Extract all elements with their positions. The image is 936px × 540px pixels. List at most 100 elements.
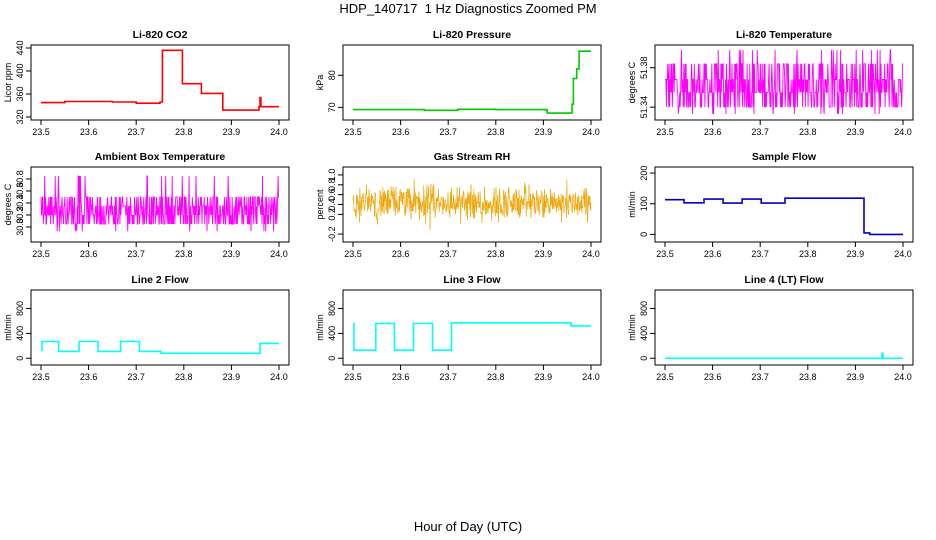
x-tick-label: 23.9	[223, 372, 241, 382]
x-tick-label: 23.5	[344, 372, 362, 382]
y-tick-label: 0	[639, 232, 649, 237]
x-tick-label: 23.6	[704, 127, 722, 137]
y-tick-label: 400	[15, 326, 25, 341]
x-tick-label: 23.6	[704, 372, 722, 382]
x-tick-label: 23.5	[344, 249, 362, 259]
x-tick-label: 23.8	[175, 249, 193, 259]
x-tick-label: 23.7	[439, 372, 457, 382]
x-tick-label: 23.6	[80, 249, 98, 259]
x-tick-label: 23.9	[847, 249, 865, 259]
plot-frame	[342, 44, 602, 121]
y-tick-label: 51.38	[639, 56, 649, 79]
data-series	[353, 50, 591, 114]
y-tick-label: 0.8	[327, 179, 337, 192]
y-axis-label: degrees C	[3, 183, 13, 225]
y-tick-label: -0.2	[327, 226, 337, 242]
data-series	[41, 340, 279, 355]
x-tick-label: 23.9	[535, 127, 553, 137]
x-tick-label: 23.8	[487, 127, 505, 137]
plot-frame	[30, 289, 290, 366]
data-series	[40, 175, 279, 232]
panel-title: Li-820 Temperature	[736, 29, 832, 41]
x-tick-label: 23.8	[799, 372, 817, 382]
x-tick-label: 23.5	[344, 127, 362, 137]
x-tick-label: 24.0	[270, 127, 288, 137]
y-tick-label: 440	[15, 40, 25, 55]
plot-frame	[342, 289, 602, 366]
y-tick-label: 200	[639, 166, 649, 181]
y-tick-label: 30.8	[15, 170, 25, 188]
data-series	[353, 322, 591, 351]
x-tick-label: 23.5	[32, 127, 50, 137]
y-tick-label: 51.34	[639, 96, 649, 119]
x-tick-label: 24.0	[270, 249, 288, 259]
x-tick-label: 23.9	[223, 249, 241, 259]
y-tick-label: 320	[15, 109, 25, 124]
plot-frame	[654, 166, 914, 243]
data-series	[665, 352, 903, 360]
y-tick-label: 80	[327, 70, 337, 80]
x-tick-label: 23.6	[80, 372, 98, 382]
plot-frame	[654, 289, 914, 366]
y-tick-label: 1.0	[327, 169, 337, 182]
panel-title: Gas Stream RH	[434, 151, 510, 163]
panel-title: Sample Flow	[752, 151, 817, 163]
plot-frame	[654, 44, 914, 121]
x-tick-label: 24.0	[582, 127, 600, 137]
panel-title: Line 3 Flow	[443, 274, 501, 286]
x-tick-label: 23.8	[799, 249, 817, 259]
x-tick-label: 23.6	[392, 249, 410, 259]
panel-5: Gas Stream RH percent 23.5 23.6 23.7 23.8 23.9…	[315, 151, 602, 259]
x-tick-label: 23.8	[175, 127, 193, 137]
figure-title: HDP_140717 1 Hz Diagnostics Zoomed PM	[339, 1, 597, 16]
x-tick-label: 23.6	[704, 249, 722, 259]
panel-1: Li-820 CO2 Licor ppm 23.5 23.6 23.7 23.8 23.9 2…	[3, 29, 290, 137]
x-tick-label: 23.9	[847, 127, 865, 137]
data-series	[665, 49, 903, 115]
data-series	[665, 197, 903, 236]
panel-9: Line 4 (LT) Flow ml/min 23.5 23.6 23.7 23.8 23…	[627, 274, 914, 382]
data-series	[41, 49, 279, 111]
x-tick-label: 24.0	[582, 249, 600, 259]
y-tick-label: 30.2	[15, 206, 25, 224]
y-tick-label: 800	[639, 301, 649, 316]
x-tick-label: 23.9	[847, 372, 865, 382]
y-tick-label: 800	[15, 301, 25, 316]
x-tick-label: 23.5	[32, 372, 50, 382]
y-tick-label: 0	[15, 356, 25, 361]
x-tick-label: 23.6	[392, 127, 410, 137]
plot-frame	[30, 44, 290, 121]
x-tick-label: 23.7	[439, 127, 457, 137]
panel-3: Li-820 Temperature degrees C 23.5 23.6 23.7 2…	[627, 29, 914, 137]
panel-title: Li-820 Pressure	[433, 29, 511, 41]
y-tick-label: 0.2	[327, 208, 337, 221]
panel-title: Line 2 Flow	[131, 274, 189, 286]
x-tick-label: 23.9	[535, 372, 553, 382]
panel-title: Li-820 CO2	[133, 29, 188, 41]
x-tick-label: 23.7	[127, 127, 145, 137]
x-tick-label: 23.8	[799, 127, 817, 137]
panel-2: Li-820 Pressure kPa 23.5 23.6 23.7 23.8 23.9 24…	[315, 29, 602, 137]
x-tick-label: 24.0	[894, 249, 912, 259]
x-tick-label: 23.7	[127, 249, 145, 259]
panel-7: Line 2 Flow ml/min 23.5 23.6 23.7 23.8 23.9 24.…	[3, 274, 290, 382]
y-tick-label: 400	[327, 326, 337, 341]
x-tick-label: 24.0	[270, 372, 288, 382]
y-axis-label: ml/min	[315, 314, 325, 341]
y-tick-label: 0.4	[327, 198, 337, 211]
y-tick-label: 100	[639, 196, 649, 211]
x-tick-label: 23.5	[32, 249, 50, 259]
x-tick-label: 23.9	[535, 249, 553, 259]
x-tick-label: 23.8	[175, 372, 193, 382]
y-tick-label: 400	[15, 63, 25, 78]
x-tick-label: 23.7	[751, 127, 769, 137]
y-tick-label: 800	[327, 301, 337, 316]
y-tick-label: 30.0	[15, 218, 25, 236]
y-tick-label: 400	[639, 326, 649, 341]
y-tick-label: 70	[327, 102, 337, 112]
y-axis-label: Licor ppm	[3, 63, 13, 103]
x-tick-label: 23.8	[487, 372, 505, 382]
x-tick-label: 23.7	[127, 372, 145, 382]
x-tick-label: 24.0	[894, 372, 912, 382]
